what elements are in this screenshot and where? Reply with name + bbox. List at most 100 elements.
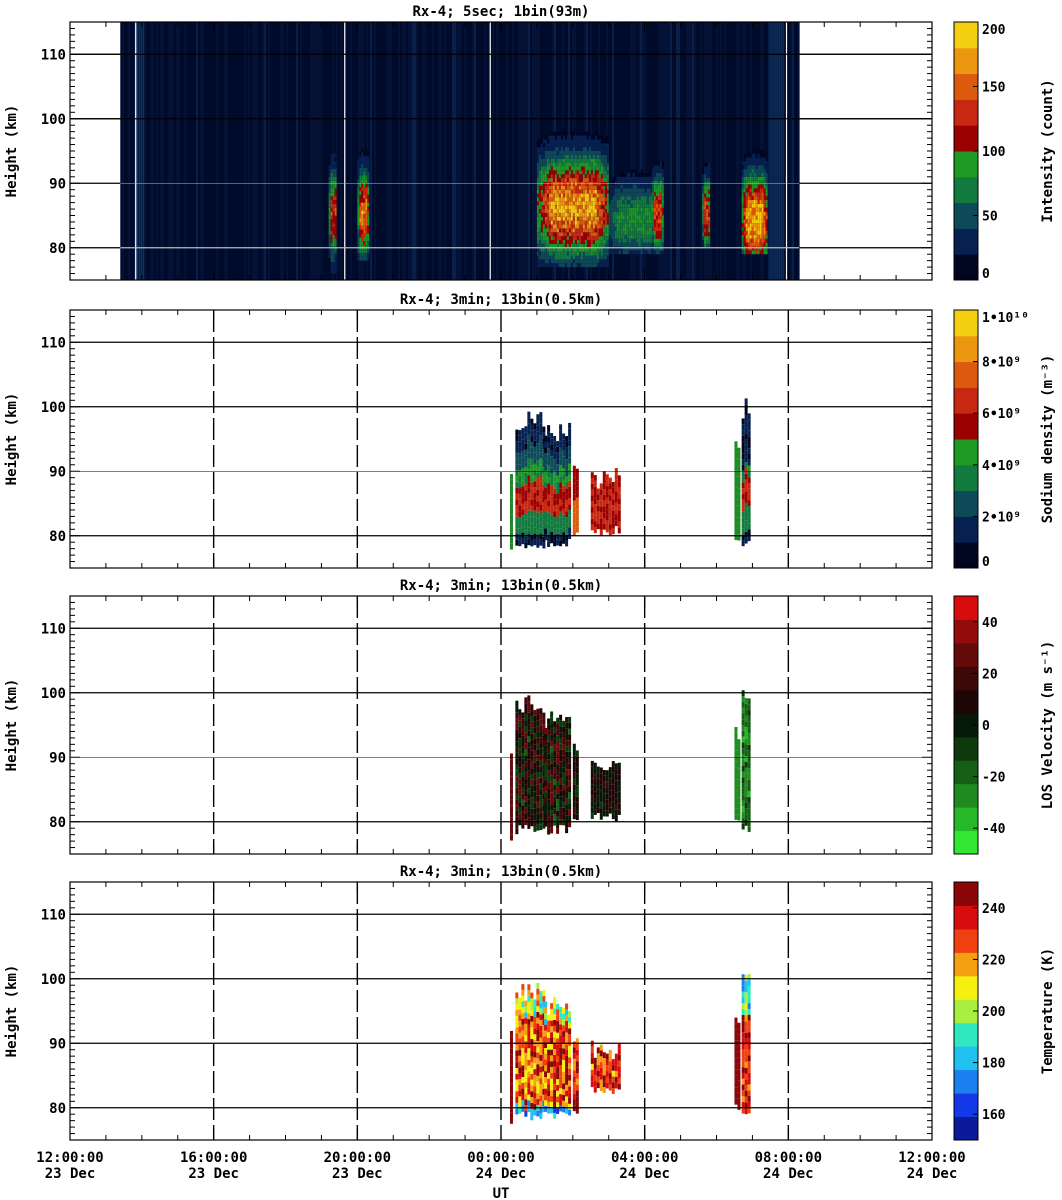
intensity-cell [602,185,605,190]
data-cell [544,751,548,757]
intensity-cell [644,246,647,251]
intensity-cell [332,254,335,259]
background-streak [286,22,288,280]
colorbar-segment [954,387,978,414]
data-cell [518,453,522,460]
data-cell [521,787,525,794]
intensity-cell [704,216,707,221]
intensity-cell [602,205,605,210]
intensity-cell [646,242,649,247]
intensity-cell [646,180,649,185]
intensity-cell [334,207,337,212]
intensity-cell [574,220,577,225]
intensity-cell [536,216,539,221]
data-cell [559,778,563,785]
colorbar-segment [954,713,978,738]
data-cell [608,529,612,536]
y-tick-label: 100 [41,400,66,416]
intensity-cell [745,188,748,193]
data-cell [568,798,572,804]
intensity-cell [642,176,645,181]
intensity-cell [556,174,559,179]
intensity-cell [562,189,565,194]
intensity-cell [558,236,561,241]
intensity-cell [642,180,645,185]
intensity-cell [759,207,762,212]
intensity-cell [582,197,585,202]
data-cell [562,732,566,739]
data-cell [524,501,528,508]
intensity-cell [546,197,549,202]
data-cell [547,1043,551,1050]
data-cell [536,1011,540,1018]
data-cell [737,470,741,477]
intensity-cell [363,187,366,191]
intensity-cell [566,263,569,268]
intensity-cell [640,196,643,201]
intensity-cell [586,143,589,148]
data-cell [553,1031,557,1038]
intensity-cell [330,200,333,204]
data-cell [536,801,540,808]
background-streak [412,22,414,280]
intensity-cell [640,172,643,177]
background-streak [438,22,440,280]
intensity-cell [600,193,603,198]
intensity-cell [624,200,627,204]
data-cell [521,776,525,783]
data-cell [530,739,534,745]
data-cell [544,820,548,827]
intensity-cell [612,188,615,193]
data-cell [590,507,594,513]
intensity-cell [592,255,595,260]
intensity-cell [630,196,633,201]
intensity-cell [604,166,607,171]
intensity-cell [361,221,364,226]
intensity-cell [638,196,641,201]
intensity-cell [582,247,585,252]
background-streak [310,22,312,280]
data-cell [539,783,543,790]
data-cell [515,1091,519,1097]
intensity-cell [367,156,370,161]
intensity-cell [702,181,705,186]
data-cell [565,792,569,799]
intensity-cell [636,211,639,216]
data-cell [521,468,525,475]
intensity-cell [743,242,746,247]
data-cell [553,517,557,524]
background-streak [664,22,666,280]
data-cell [536,1093,540,1100]
intensity-cell [550,162,553,167]
intensity-cell [743,180,746,185]
data-cell [521,1024,525,1031]
intensity-cell [550,255,553,260]
intensity-cell [578,189,581,194]
intensity-cell [636,184,639,189]
data-cell [734,452,738,459]
data-cell [539,1101,543,1108]
intensity-cell [659,219,662,224]
intensity-cell [600,209,603,213]
data-cell [741,806,745,813]
data-cell [524,490,528,496]
data-cell [553,1002,557,1009]
intensity-cell [604,209,607,213]
intensity-cell [367,229,370,234]
intensity-cell [747,149,750,154]
data-cell [593,785,597,792]
intensity-cell [544,232,547,237]
intensity-cell [741,215,744,220]
intensity-cell [558,151,561,155]
intensity-cell [651,169,654,173]
data-cell [536,1046,540,1053]
intensity-cell [536,224,539,229]
data-cell [559,511,563,518]
intensity-cell [618,192,621,197]
intensity-cell [596,170,599,175]
intensity-cell [562,220,565,225]
intensity-cell [578,193,581,198]
data-cell [515,1073,519,1080]
data-cell [509,765,513,771]
